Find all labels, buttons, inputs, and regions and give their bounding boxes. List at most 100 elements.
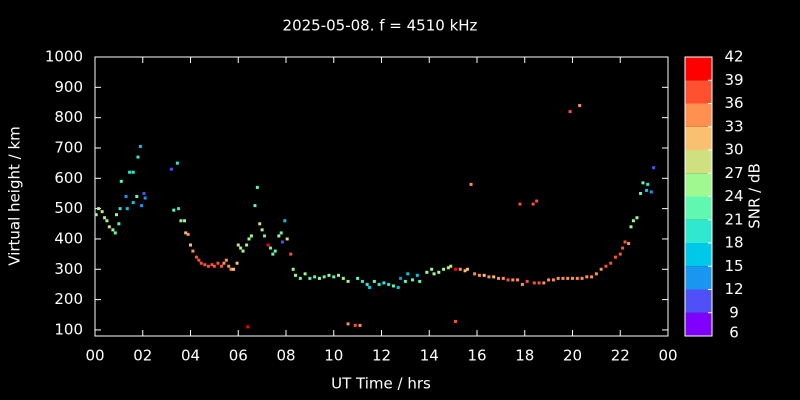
point — [136, 155, 140, 159]
point — [273, 249, 277, 253]
point — [465, 267, 469, 271]
y-tick-label: 600 — [54, 169, 83, 187]
point — [216, 261, 220, 265]
point — [100, 210, 104, 214]
point — [229, 267, 233, 271]
point — [609, 261, 613, 265]
point — [142, 191, 146, 195]
point — [239, 246, 243, 250]
point — [568, 110, 572, 114]
point — [118, 207, 122, 211]
y-tick-label: 500 — [54, 199, 83, 217]
point — [303, 272, 307, 276]
point — [458, 267, 462, 271]
x-tick-label: 18 — [515, 347, 534, 365]
point — [635, 216, 639, 220]
point — [210, 263, 214, 267]
colorbar-tick-label: 33 — [724, 117, 743, 135]
point — [298, 276, 302, 280]
point — [175, 161, 179, 165]
point — [353, 323, 357, 327]
point — [277, 234, 281, 238]
point — [415, 273, 419, 277]
x-tick-label: 00 — [658, 347, 677, 365]
colorbar-tick-label: 36 — [724, 94, 743, 112]
x-tick-label: 10 — [324, 347, 343, 365]
point — [599, 267, 603, 271]
point — [641, 181, 645, 185]
point — [356, 276, 360, 280]
point — [255, 185, 259, 189]
colorbar-bin — [685, 243, 712, 267]
point — [212, 264, 216, 268]
point — [140, 204, 144, 208]
point — [396, 285, 400, 289]
point — [97, 207, 101, 211]
point — [542, 281, 546, 285]
point — [247, 237, 251, 241]
point — [556, 276, 560, 280]
point — [629, 225, 633, 229]
point — [377, 282, 381, 286]
point — [241, 249, 245, 253]
point — [449, 264, 453, 268]
point — [652, 166, 656, 170]
colorbar-tick-label: 15 — [724, 257, 743, 275]
point — [113, 231, 117, 235]
point — [341, 276, 345, 280]
x-tick-label: 04 — [181, 347, 200, 365]
point — [131, 201, 135, 205]
point — [430, 267, 434, 271]
point — [291, 267, 295, 271]
y-tick-label: 400 — [54, 229, 83, 247]
y-tick-label: 700 — [54, 138, 83, 156]
point — [179, 219, 183, 223]
y-tick-label: 300 — [54, 260, 83, 278]
point — [646, 182, 650, 186]
point — [285, 237, 289, 241]
point — [346, 279, 350, 283]
point — [473, 272, 477, 276]
point — [578, 104, 582, 108]
point — [532, 281, 536, 285]
point — [621, 246, 625, 250]
point — [220, 264, 224, 268]
point — [236, 243, 240, 247]
y-tick-label: 200 — [54, 290, 83, 308]
y-tick-label: 900 — [54, 78, 83, 96]
point — [590, 275, 594, 279]
y-tick-label: 1000 — [45, 48, 83, 66]
point — [249, 234, 253, 238]
point — [271, 252, 275, 256]
colorbar-tick-label: 9 — [729, 303, 739, 321]
x-tick-label: 12 — [372, 347, 391, 365]
colorbar-bin — [685, 196, 712, 220]
x-tick-label: 00 — [85, 347, 104, 365]
plot-frame — [94, 56, 669, 337]
point — [531, 202, 535, 206]
point — [222, 261, 226, 265]
colorbar-tick-label: 27 — [724, 164, 743, 182]
point — [135, 195, 139, 198]
point — [322, 275, 326, 279]
point — [172, 208, 176, 212]
point — [618, 252, 622, 256]
colorbar-bin — [685, 312, 712, 336]
point — [246, 325, 250, 329]
point — [382, 281, 386, 285]
point — [268, 246, 272, 250]
x-tick-label: 16 — [467, 347, 486, 365]
point — [360, 279, 364, 283]
colorbar-tick-label: 30 — [724, 141, 743, 159]
point — [425, 270, 429, 274]
point — [279, 231, 283, 235]
point — [365, 282, 369, 286]
point — [224, 258, 228, 262]
point — [177, 207, 181, 211]
point — [124, 195, 128, 198]
point — [294, 273, 298, 277]
point — [391, 284, 395, 288]
point — [138, 144, 142, 148]
point — [131, 170, 135, 174]
